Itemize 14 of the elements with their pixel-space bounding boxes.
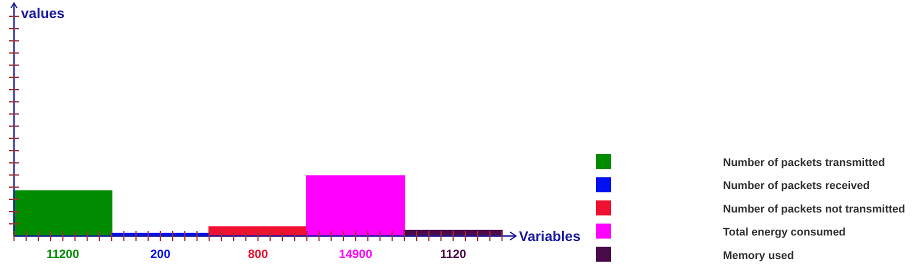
bar [13, 190, 112, 237]
text: Number of packets received [723, 180, 870, 192]
x-tick-label: 800 [248, 247, 268, 261]
x-axis-title: Variables [519, 228, 581, 244]
bar [306, 175, 406, 237]
x-tick-label: 11200 [46, 247, 80, 261]
text: Number of packets transmitted [723, 157, 885, 169]
text: Total energy consumed [723, 226, 846, 239]
x-tick-label: 1120 [440, 247, 467, 261]
text: Memory used [723, 250, 794, 262]
text: Number of packets not transmitted [723, 203, 906, 216]
text: values [21, 5, 65, 21]
x-tick-label: 14900 [338, 247, 373, 261]
x-tick-label: 200 [150, 247, 171, 261]
